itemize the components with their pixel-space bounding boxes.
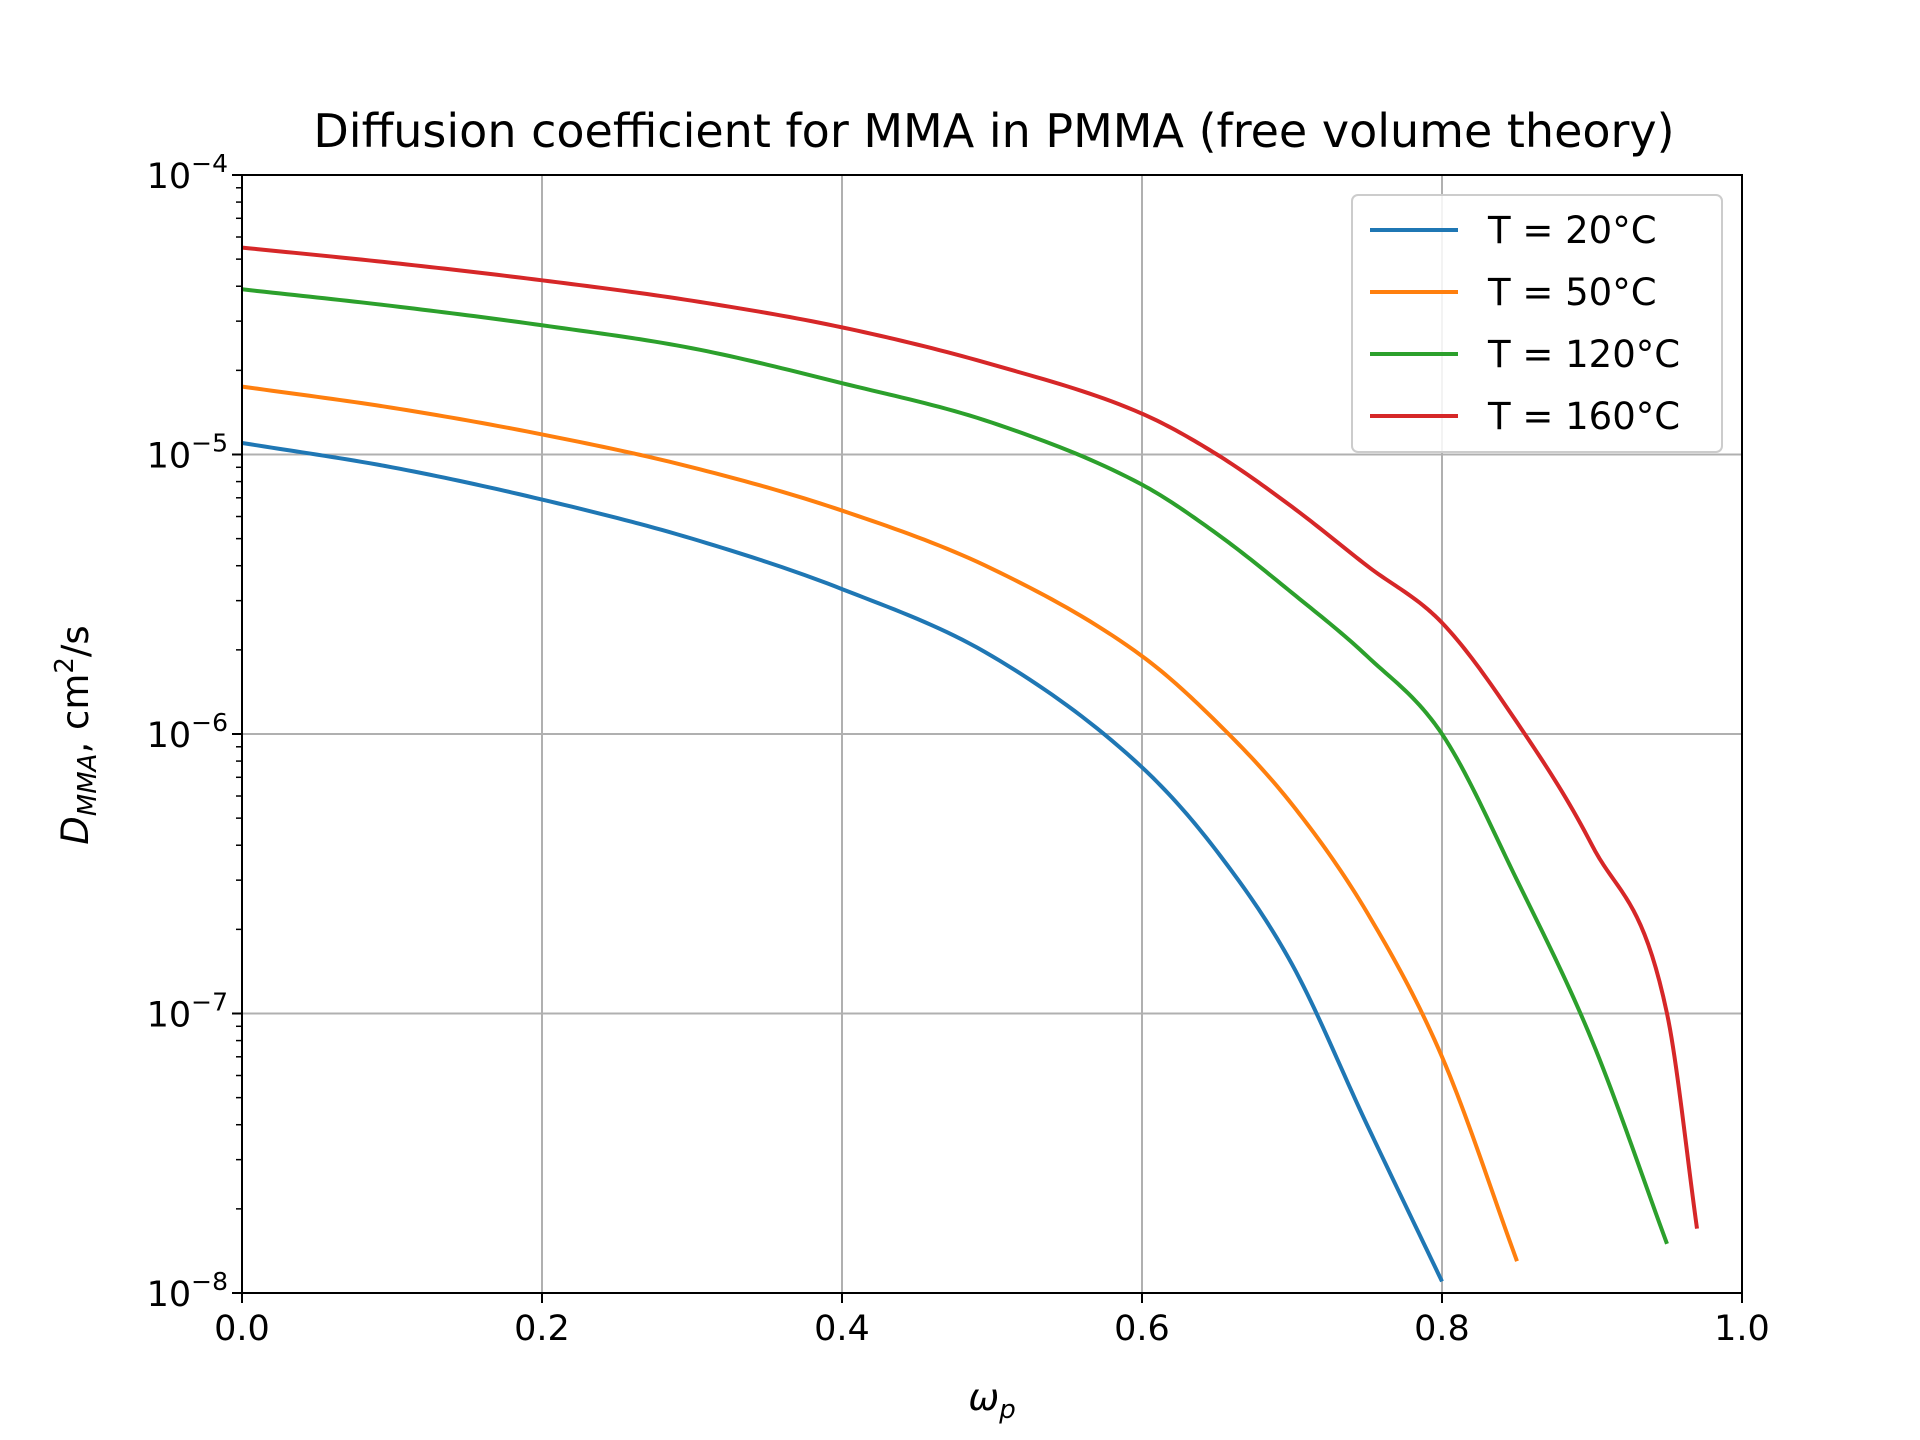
x-tick-label: 0.0 (214, 1309, 270, 1349)
y-tick-label: 10−6 (147, 708, 228, 756)
x-tick-label: 1.0 (1714, 1309, 1770, 1349)
y-axis-label-sub: MMA (73, 754, 103, 817)
y-tick-exponent: −8 (191, 1267, 228, 1296)
y-tick-base: 10 (147, 996, 192, 1036)
x-axis-label: ωp (968, 1376, 1016, 1425)
series-line (242, 440, 1444, 1283)
y-tick-exponent: −6 (191, 708, 228, 737)
y-tick-base: 10 (147, 716, 192, 756)
series-line (242, 287, 1669, 1245)
y-tick-base: 10 (147, 1275, 192, 1315)
legend: T = 20°C T = 50°C T = 120°C T = 160°C (1351, 194, 1723, 453)
legend-label: T = 20°C (1487, 209, 1657, 252)
x-tick-label: 0.4 (814, 1309, 870, 1349)
legend-label: T = 50°C (1487, 271, 1657, 314)
y-tick-label: 10−5 (147, 429, 228, 477)
y-axis-label-rest: , cm (54, 674, 97, 754)
y-tick-label: 10−7 (147, 988, 228, 1036)
series-layer (242, 245, 1699, 1283)
y-tick-exponent: −7 (191, 988, 228, 1017)
y-tick-label: 10−4 (147, 149, 228, 197)
x-tick-labels: 0.0 0.2 0.4 0.6 0.8 1.0 (214, 1309, 1770, 1349)
y-tick-exponent: −5 (191, 429, 228, 458)
y-tick-exponent: −4 (191, 149, 228, 178)
y-tick-labels: 10−810−710−610−510−4 (147, 149, 228, 1315)
tick-marks (232, 174, 1743, 1303)
y-tick-base: 10 (147, 157, 192, 197)
chart-title: Diffusion coefficient for MMA in PMMA (f… (313, 104, 1674, 158)
legend-label: T = 120°C (1487, 333, 1680, 376)
x-tick-label: 0.2 (514, 1309, 570, 1349)
legend-label: T = 160°C (1487, 395, 1680, 438)
x-axis-label-sub: p (998, 1395, 1016, 1425)
series-line (242, 245, 1699, 1229)
y-axis-label: DMMA, cm2/s (50, 625, 103, 844)
y-axis-label-tail: /s (54, 625, 97, 657)
y-tick-base: 10 (147, 437, 192, 477)
legend-box (1351, 194, 1723, 453)
x-tick-label: 0.8 (1414, 1309, 1470, 1349)
x-tick-label: 0.6 (1114, 1309, 1170, 1349)
y-axis-label-sup: 2 (50, 657, 80, 674)
x-axis-label-main: ω (968, 1376, 999, 1419)
y-tick-label: 10−8 (147, 1267, 228, 1315)
series-line (242, 384, 1519, 1262)
y-axis-label-main: D (54, 816, 97, 845)
